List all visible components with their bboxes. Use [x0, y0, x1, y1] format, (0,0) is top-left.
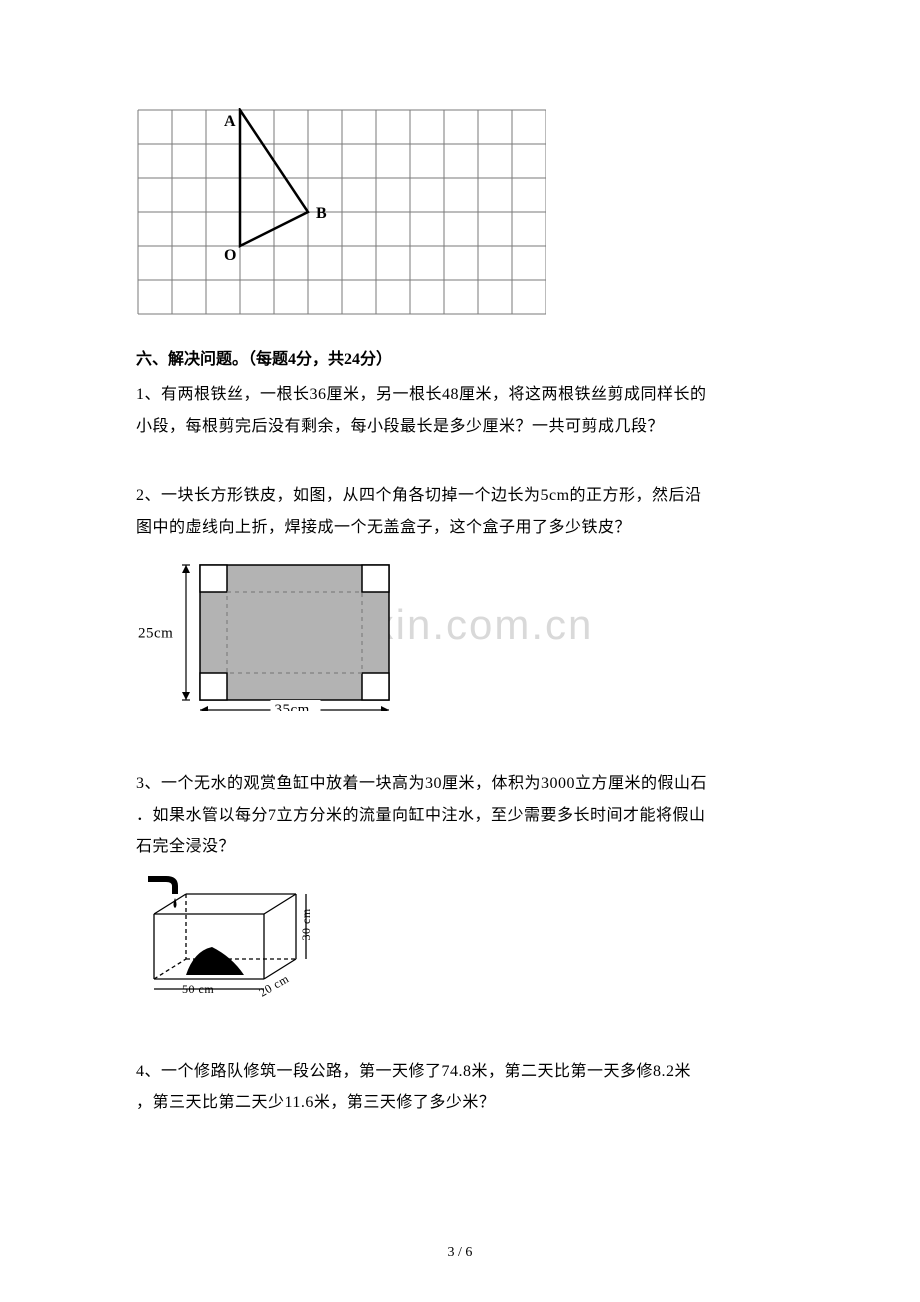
q3-line3: 石完全浸没？ — [136, 832, 784, 862]
q3-svg: 50 cm 20 cm 30 cm — [136, 868, 336, 1018]
page-number: 3 / 6 — [0, 1240, 920, 1266]
question-4: 4、一个修路队修筑一段公路，第一天修了74.8米，第二天比第一天多修8.2米 ，… — [136, 1057, 784, 1118]
q2-figure: 25cm 35cm — [136, 561, 784, 722]
q2-line1: 2、一块长方形铁皮，如图，从四个角各切掉一个边长为5cm的正方形，然后沿 — [136, 481, 784, 511]
page-content: A B O 六、解决问题。（每题4分，共24分） 1、有两根铁丝，一根长36厘米，另… — [136, 108, 784, 1118]
q1-line2: 小段，每根剪完后没有剩余，每小段最长是多少厘米？一共可剪成几段？ — [136, 412, 784, 442]
q1-line1: 1、有两根铁丝，一根长36厘米，另一根长48厘米，将这两根铁丝剪成同样长的 — [136, 380, 784, 410]
q3-figure: 50 cm 20 cm 30 cm — [136, 868, 784, 1029]
svg-text:B: B — [316, 205, 327, 222]
q4-line2: ，第三天比第二天少11.6米，第三天修了多少米？ — [136, 1088, 784, 1118]
question-1: 1、有两根铁丝，一根长36厘米，另一根长48厘米，将这两根铁丝剪成同样长的 小段… — [136, 380, 784, 441]
svg-text:50 cm: 50 cm — [182, 982, 214, 996]
section-6-header: 六、解决问题。（每题4分，共24分） — [136, 345, 784, 375]
q2-svg: 25cm 35cm — [136, 561, 406, 711]
q3-line1: 3、一个无水的观赏鱼缸中放着一块高为30厘米，体积为3000立方厘米的假山石 — [136, 769, 784, 799]
question-2: 2、一块长方形铁皮，如图，从四个角各切掉一个边长为5cm的正方形，然后沿 图中的… — [136, 481, 784, 721]
triangle-grid-figure: A B O — [136, 108, 784, 329]
q4-line1: 4、一个修路队修筑一段公路，第一天修了74.8米，第二天比第一天多修8.2米 — [136, 1057, 784, 1087]
svg-text:30 cm: 30 cm — [299, 908, 313, 940]
question-3: 3、一个无水的观赏鱼缸中放着一块高为30厘米，体积为3000立方厘米的假山石 ．… — [136, 769, 784, 1028]
svg-text:25cm: 25cm — [138, 625, 173, 641]
q3-line2: ．如果水管以每分7立方分米的流量向缸中注水，至少需要多长时间才能将假山 — [136, 801, 784, 831]
svg-text:20 cm: 20 cm — [257, 971, 292, 999]
svg-text:O: O — [224, 247, 236, 264]
svg-text:A: A — [224, 113, 236, 130]
q2-line2: 图中的虚线向上折，焊接成一个无盖盒子，这个盒子用了多少铁皮？ — [136, 513, 784, 543]
svg-text:35cm: 35cm — [275, 702, 310, 711]
grid-svg: A B O — [136, 108, 546, 318]
